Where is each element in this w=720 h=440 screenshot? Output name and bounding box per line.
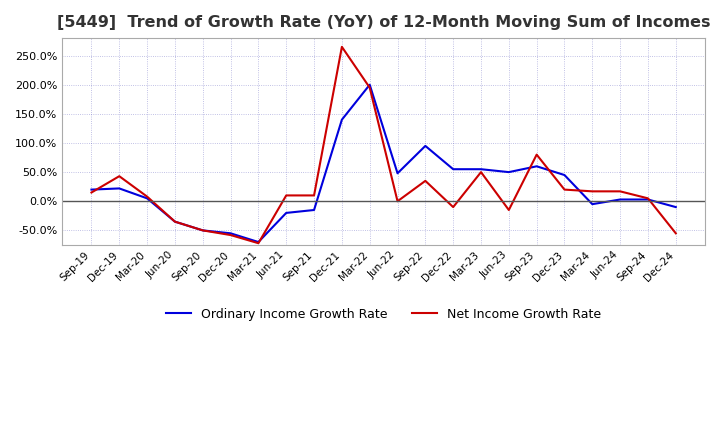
Net Income Growth Rate bbox=[115, 173, 124, 179]
Net Income Growth Rate bbox=[226, 232, 235, 238]
Ordinary Income Growth Rate bbox=[616, 197, 624, 202]
Ordinary Income Growth Rate bbox=[532, 164, 541, 169]
Net Income Growth Rate bbox=[421, 178, 430, 183]
Net Income Growth Rate bbox=[199, 228, 207, 233]
Line: Ordinary Income Growth Rate: Ordinary Income Growth Rate bbox=[91, 85, 676, 242]
Net Income Growth Rate bbox=[282, 193, 291, 198]
Ordinary Income Growth Rate bbox=[254, 239, 263, 245]
Ordinary Income Growth Rate bbox=[115, 186, 124, 191]
Net Income Growth Rate bbox=[477, 169, 485, 175]
Title: [5449]  Trend of Growth Rate (YoY) of 12-Month Moving Sum of Incomes: [5449] Trend of Growth Rate (YoY) of 12-… bbox=[57, 15, 711, 30]
Net Income Growth Rate bbox=[365, 85, 374, 90]
Net Income Growth Rate bbox=[532, 152, 541, 157]
Ordinary Income Growth Rate bbox=[588, 202, 597, 207]
Ordinary Income Growth Rate bbox=[171, 219, 179, 224]
Ordinary Income Growth Rate bbox=[477, 167, 485, 172]
Ordinary Income Growth Rate bbox=[644, 197, 652, 202]
Net Income Growth Rate bbox=[254, 241, 263, 246]
Ordinary Income Growth Rate bbox=[87, 187, 96, 192]
Net Income Growth Rate bbox=[449, 205, 457, 210]
Net Income Growth Rate bbox=[560, 187, 569, 192]
Net Income Growth Rate bbox=[171, 219, 179, 224]
Ordinary Income Growth Rate bbox=[143, 196, 151, 201]
Net Income Growth Rate bbox=[616, 189, 624, 194]
Net Income Growth Rate bbox=[338, 44, 346, 49]
Ordinary Income Growth Rate bbox=[338, 117, 346, 122]
Ordinary Income Growth Rate bbox=[199, 228, 207, 233]
Ordinary Income Growth Rate bbox=[560, 172, 569, 178]
Net Income Growth Rate bbox=[672, 231, 680, 236]
Ordinary Income Growth Rate bbox=[449, 167, 457, 172]
Legend: Ordinary Income Growth Rate, Net Income Growth Rate: Ordinary Income Growth Rate, Net Income … bbox=[161, 303, 606, 326]
Ordinary Income Growth Rate bbox=[226, 231, 235, 236]
Ordinary Income Growth Rate bbox=[365, 82, 374, 88]
Net Income Growth Rate bbox=[588, 189, 597, 194]
Net Income Growth Rate bbox=[393, 198, 402, 204]
Net Income Growth Rate bbox=[644, 196, 652, 201]
Ordinary Income Growth Rate bbox=[310, 207, 318, 213]
Net Income Growth Rate bbox=[87, 190, 96, 195]
Net Income Growth Rate bbox=[143, 194, 151, 199]
Ordinary Income Growth Rate bbox=[672, 205, 680, 210]
Line: Net Income Growth Rate: Net Income Growth Rate bbox=[91, 47, 676, 243]
Net Income Growth Rate bbox=[310, 193, 318, 198]
Ordinary Income Growth Rate bbox=[393, 171, 402, 176]
Ordinary Income Growth Rate bbox=[282, 210, 291, 216]
Net Income Growth Rate bbox=[505, 207, 513, 213]
Ordinary Income Growth Rate bbox=[421, 143, 430, 149]
Ordinary Income Growth Rate bbox=[505, 169, 513, 175]
